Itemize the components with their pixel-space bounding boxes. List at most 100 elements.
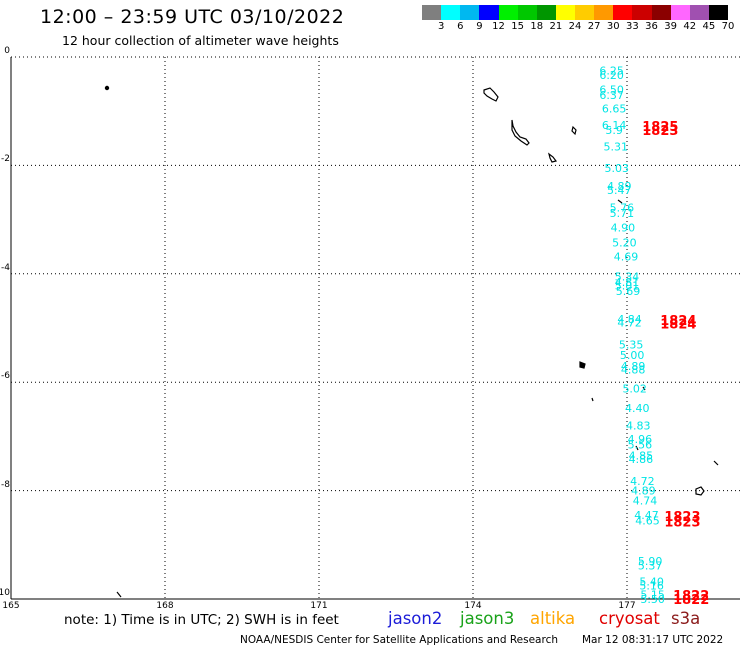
island [548,152,558,163]
latitude-tick-label: 0 [4,46,10,56]
island [617,199,623,204]
colorbar-label: 12 [492,21,505,32]
swh-value: 5.37 [638,559,663,572]
footer-timestamp: Mar 12 08:31:17 UTC 2022 [582,634,724,646]
colorbar-label: 21 [549,21,563,32]
swh-value: 4.89 [631,485,656,498]
swh-values: 6.256.206.506.376.656.145.95.315.034.895… [599,65,665,606]
swh-value: 4.81 [615,276,640,289]
swh-value: 5.76 [610,202,635,215]
colorbar-swatch [498,5,518,20]
swh-value: 6.37 [599,89,624,102]
swh-value: 4.86 [629,453,654,466]
island [591,397,594,402]
colorbar-label: 39 [664,21,677,32]
island [104,85,110,91]
page-title: 12:00 – 23:59 UTC 03/10/2022 [40,6,345,28]
latitude-tick-label: -8 [1,479,10,490]
latitude-tick-label: -2 [1,154,10,165]
swh-value: 4.72 [617,317,642,330]
island [116,591,122,598]
colorbar-swatch [613,5,633,20]
colorbar-label: 27 [587,21,601,32]
colorbar-swatch [651,5,671,20]
swh-value: 5.01 [615,280,640,293]
swh-value: 6.65 [602,102,627,115]
swh-value: 6.25 [599,65,624,78]
swh-value: 4.89 [621,360,646,373]
swh-value: 5.90 [638,555,663,568]
island [579,361,586,369]
longitude-tick-label: 171 [310,601,328,611]
island [635,445,639,451]
colorbar-swatch [594,5,614,20]
longitude-tick-label: 168 [156,601,174,611]
colorbar-swatch [536,5,556,20]
swh-value: 4.65 [635,514,660,527]
time-label: 1823 [642,124,678,139]
swh-value: 5.15 [640,589,665,602]
longitude-tick-label: 165 [2,601,20,611]
swh-value: 5.69 [616,285,641,298]
island [695,486,705,496]
gridlines [11,56,740,599]
colorbar-swatch [632,5,652,20]
colorbar-label: 70 [721,21,735,32]
time-label: 1823 [664,515,700,530]
colorbar-label: 36 [645,21,658,32]
swh-value: 4.47 [634,509,659,522]
colorbar-label: 6 [457,21,464,32]
swh-value: 5.20 [612,236,637,249]
colorbar-swatch [479,5,499,20]
latitude-tick-label: -6 [1,371,10,382]
time-label: 1824 [660,318,696,333]
time-label: 1823 [664,510,700,525]
swh-value: 5.35 [619,338,644,351]
swh-value: 5.34 [615,271,640,284]
swh-value: 4.90 [611,222,636,235]
colorbar-swatch [441,5,461,20]
swh-value: 5.40 [639,576,664,589]
swh-value: 5.02 [622,383,647,396]
swh-value: 5.50 [640,593,665,606]
swh-value: 6.50 [599,84,624,97]
swh-value: 4.88 [621,364,646,377]
colorbar-swatch [708,5,728,20]
colorbar-label: 9 [476,21,483,32]
time-label: 1822 [673,589,709,604]
island [571,125,577,136]
time-label: 1822 [673,593,709,608]
swh-value: 4.72 [630,475,655,488]
longitude-tick-label: 174 [464,601,482,611]
colorbar-label: 18 [530,21,544,32]
colorbar-label: 45 [702,21,716,32]
longitude-tick-label: 177 [618,601,636,611]
legend-s3a: s3a [671,609,701,628]
island [511,119,530,146]
swh-value: 4.84 [617,313,642,326]
swh-value: 4.89 [607,180,632,193]
colorbar-label: 42 [683,21,697,32]
colorbar [422,5,728,20]
colorbar-label: 33 [626,21,639,32]
page-subtitle: 12 hour collection of altimeter wave hei… [62,33,339,48]
colorbar-label: 3 [437,21,445,32]
swh-value: 5.9 [605,124,623,137]
colorbar-swatch [555,5,575,20]
footer-credit: NOAA/NESDIS Center for Satellite Applica… [240,634,558,646]
swh-value: 4.83 [626,420,651,433]
swh-value: 4.40 [625,402,650,415]
colorbar-label: 15 [511,21,524,32]
swh-value: 6.14 [602,119,627,132]
swh-value: 4.85 [629,449,654,462]
legend-altika: altika [530,609,576,628]
legend-cryosat: cryosat [599,609,660,628]
colorbar-swatch [460,5,480,20]
time-label: 1824 [660,314,696,329]
island [642,386,646,391]
island [713,460,719,466]
swh-value: 6.20 [599,69,624,82]
